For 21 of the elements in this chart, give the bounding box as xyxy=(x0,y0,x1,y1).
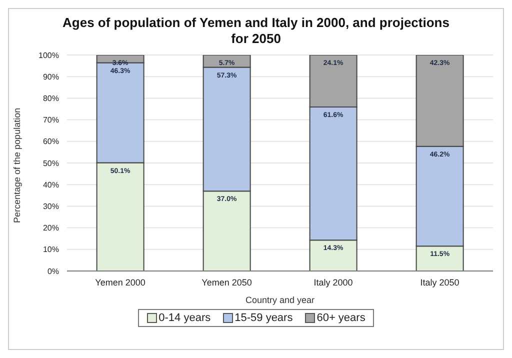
y-tick-label: 20% xyxy=(42,224,59,233)
y-tick-label: 100% xyxy=(38,50,59,60)
y-tick-label: 60% xyxy=(42,137,59,146)
x-tick-label: Yemen 2000 xyxy=(95,277,146,288)
y-tick-label: 10% xyxy=(42,245,59,254)
y-tick-label: 90% xyxy=(42,72,59,82)
y-axis-title: Percentage of the population xyxy=(12,108,22,223)
y-tick-label: 70% xyxy=(42,116,59,125)
x-tick-label: Italy 2050 xyxy=(420,277,460,288)
y-tick-label: 80% xyxy=(42,94,59,104)
legend-label: 60+ years xyxy=(316,312,366,324)
chart-title: Ages of population of Yemen and Italy in 2000, and projections for 2050 xyxy=(62,14,450,47)
legend-label: 0-14 years xyxy=(158,312,211,324)
y-tick-label: 40% xyxy=(42,180,59,190)
legend-label: 15-59 years xyxy=(234,312,293,324)
y-tick-label: 30% xyxy=(42,202,59,212)
x-axis-title: Country and year xyxy=(245,295,315,305)
x-tick-label: Italy 2000 xyxy=(314,277,353,288)
x-tick-label: Yemen 2050 xyxy=(202,277,252,288)
y-tick-label: 50% xyxy=(42,158,59,168)
y-tick-label: 0% xyxy=(47,266,59,276)
